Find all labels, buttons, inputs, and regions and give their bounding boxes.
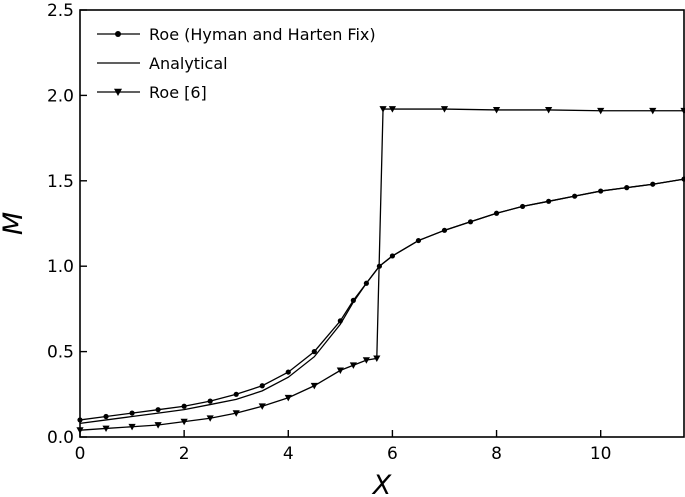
series-2	[76, 106, 685, 434]
series-line-1	[79, 178, 685, 424]
series-0-point-8	[285, 369, 291, 375]
series-2-point-19	[597, 107, 605, 115]
series-2-point-14	[379, 106, 387, 113]
y-tick-label-5: 2.5	[47, 1, 74, 21]
ticks-layer: 0 2 4 6 8 10 0.0 0.5 1.0 1.5 2.0 2.5	[47, 1, 612, 464]
series-2-point-3	[154, 422, 162, 429]
series-2-point-18	[545, 107, 553, 114]
series-0-point-6	[233, 391, 239, 397]
series-2-point-11	[349, 362, 357, 369]
series-2-point-6	[232, 410, 240, 417]
y-tick-label-3: 1.5	[47, 172, 74, 192]
y-tick-label-0: 0.0	[47, 428, 74, 448]
series-2-point-4	[180, 418, 188, 426]
series-0-point-3	[155, 407, 161, 413]
legend-marker-2	[114, 88, 122, 96]
series-0-point-9	[311, 349, 317, 355]
series-2-point-16	[440, 106, 449, 113]
series-layer	[76, 106, 685, 434]
x-tick-label-2: 4	[283, 444, 294, 464]
series-0	[77, 176, 685, 423]
legend-label-1: Analytical	[149, 54, 228, 73]
y-axis-label: M	[0, 212, 29, 235]
y-tick-label-2: 1.0	[47, 257, 74, 277]
series-2-point-5	[206, 415, 214, 422]
series-2-point-20	[649, 107, 657, 115]
series-2-point-9	[310, 382, 318, 390]
y-tick-label-1: 0.5	[47, 343, 74, 363]
series-2-point-2	[128, 423, 136, 431]
legend: Roe (Hyman and Harten Fix) Analytical Roe …	[97, 25, 376, 102]
series-line-2	[79, 108, 684, 431]
legend-marker-0	[115, 31, 121, 37]
x-tick-label-0: 0	[75, 444, 86, 464]
x-tick-label-1: 2	[179, 444, 190, 464]
x-tick-label-4: 8	[491, 444, 502, 464]
series-2-point-12	[362, 357, 370, 364]
x-tick-label-5: 10	[590, 444, 612, 464]
series-0-point-2	[129, 410, 135, 416]
x-tick-label-3: 6	[387, 444, 398, 464]
series-2-point-7	[258, 403, 266, 410]
series-0-point-5	[207, 398, 213, 404]
series-2-point-1	[102, 425, 110, 433]
series-2-point-13	[373, 355, 381, 363]
series-line-0	[79, 178, 685, 421]
x-axis-label: X	[371, 470, 392, 497]
legend-label-2: Roe [6]	[149, 83, 207, 102]
plot-frame	[79, 9, 685, 438]
series-0-point-1	[103, 413, 109, 420]
y-tick-label-4: 2.0	[47, 86, 74, 106]
series-0-point-7	[259, 383, 265, 389]
series-2-point-17	[492, 107, 501, 114]
series-2-point-15	[388, 106, 397, 113]
series-2-point-10	[336, 367, 344, 374]
series-1	[79, 178, 685, 424]
series-0-point-4	[181, 403, 187, 409]
series-2-point-8	[284, 394, 292, 402]
legend-label-0: Roe (Hyman and Harten Fix)	[149, 25, 376, 44]
